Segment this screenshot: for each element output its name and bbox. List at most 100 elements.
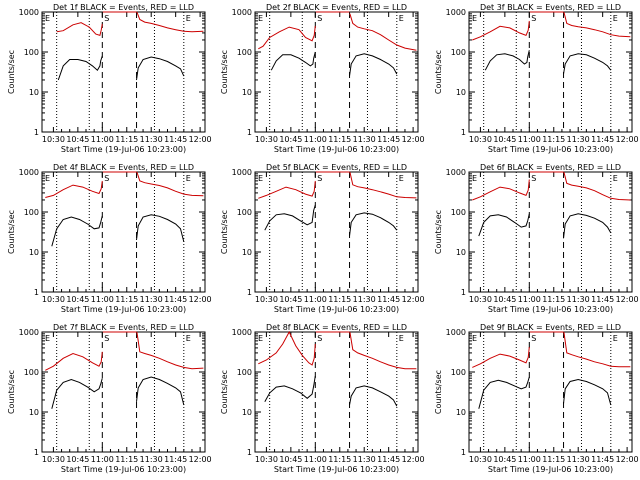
x-tick-label: 11:30 (353, 135, 376, 144)
lld-series-line (258, 330, 316, 366)
x-tick-label: 10:30 (469, 135, 492, 144)
y-tick-label: 100 (24, 48, 39, 57)
axes-frame (254, 11, 419, 133)
events-series-line (563, 53, 612, 75)
y-tick-label: 1000 (446, 328, 466, 337)
events-series-line (57, 55, 103, 81)
marker-e: E (186, 174, 191, 183)
y-tick-label: 100 (237, 48, 252, 57)
y-axis-label: Counts/sec (434, 370, 443, 414)
x-tick-label: 10:30 (469, 295, 492, 304)
x-tick-label: 10:45 (279, 295, 302, 304)
x-tick-label: 11:00 (518, 295, 541, 304)
lld-series-line (472, 347, 530, 368)
y-tick-label: 1 (461, 128, 466, 137)
y-tick-label: 10 (242, 408, 252, 417)
y-tick-label: 1 (34, 288, 39, 297)
x-tick-label: 11:00 (91, 135, 114, 144)
x-tick-label: 12:00 (616, 135, 639, 144)
y-tick-label: 100 (237, 368, 252, 377)
panel-det-6: Det 6f BLACK = Events, RED = LLD 1 10 100 10… (434, 163, 639, 314)
y-tick-label: 1000 (232, 168, 252, 177)
x-tick-label: 11:00 (518, 135, 541, 144)
x-tick-label: 11:15 (328, 295, 351, 304)
lld-series-line (472, 20, 530, 41)
x-tick-label: 10:30 (469, 455, 492, 464)
x-tick-label: 10:30 (42, 455, 65, 464)
lld-series-line (258, 25, 316, 50)
y-tick-label: 10 (456, 408, 466, 417)
x-tick-label: 10:45 (493, 295, 516, 304)
lld-series-line (472, 179, 530, 201)
panel-title: Det 8f BLACK = Events, RED = LLD (266, 323, 407, 332)
x-tick-label: 12:00 (402, 135, 425, 144)
marker-s: S (317, 334, 322, 343)
panel-title: Det 2f BLACK = Events, RED = LLD (266, 3, 407, 12)
y-tick-label: 100 (237, 208, 252, 217)
y-tick-label: 1 (247, 128, 252, 137)
events-series-line (349, 212, 398, 237)
marker-e: E (186, 334, 191, 343)
x-axis-label: Start Time (19-Jul-06 10:23:00) (61, 305, 186, 314)
x-tick-label: 10:30 (255, 295, 278, 304)
marker-e: E (472, 14, 477, 23)
marker-e: E (45, 174, 50, 183)
y-tick-label: 1000 (232, 8, 252, 17)
marker-e: E (399, 334, 404, 343)
x-tick-label: 11:45 (591, 295, 614, 304)
marker-e: E (613, 334, 618, 343)
x-tick-label: 11:30 (353, 295, 376, 304)
lld-series-line (45, 351, 103, 371)
x-tick-label: 11:00 (304, 455, 327, 464)
x-tick-label: 10:45 (279, 455, 302, 464)
events-series-line (484, 50, 530, 71)
panel-title: Det 6f BLACK = Events, RED = LLD (480, 163, 621, 172)
events-series-line (478, 376, 530, 409)
panel-det-3: Det 3f BLACK = Events, RED = LLD 1 10 100 10… (434, 3, 639, 154)
y-tick-label: 1 (34, 448, 39, 457)
x-tick-label: 11:30 (567, 455, 590, 464)
y-tick-label: 1000 (446, 168, 466, 177)
marker-e: E (472, 334, 477, 343)
x-axis-label: Start Time (19-Jul-06 10:23:00) (274, 465, 399, 474)
x-tick-label: 11:30 (140, 135, 163, 144)
lld-series-line (136, 171, 204, 197)
x-tick-label: 11:45 (377, 295, 400, 304)
x-tick-label: 11:00 (91, 455, 114, 464)
panel-det-8: Det 8f BLACK = Events, RED = LLD 1 10 100 10… (220, 323, 425, 474)
x-tick-label: 12:00 (616, 295, 639, 304)
y-tick-label: 100 (24, 368, 39, 377)
x-tick-label: 11:00 (91, 295, 114, 304)
y-tick-label: 10 (29, 248, 39, 257)
marker-s: S (531, 334, 536, 343)
x-tick-label: 12:00 (402, 295, 425, 304)
x-tick-label: 11:15 (115, 455, 138, 464)
x-tick-label: 11:15 (542, 135, 565, 144)
y-tick-label: 100 (451, 48, 466, 57)
y-tick-label: 1000 (19, 8, 39, 17)
panel-title: Det 5f BLACK = Events, RED = LLD (266, 163, 407, 172)
x-tick-label: 12:00 (189, 455, 212, 464)
x-tick-label: 11:00 (304, 135, 327, 144)
marker-e: E (45, 334, 50, 343)
events-series-line (349, 385, 398, 407)
y-tick-label: 1 (247, 448, 252, 457)
panel-det-1: Det 1f BLACK = Events, RED = LLD 1 10 100 10… (7, 3, 212, 154)
panel-title: Det 7f BLACK = Events, RED = LLD (53, 323, 194, 332)
lld-series-line (258, 180, 316, 199)
x-tick-label: 11:15 (542, 455, 565, 464)
x-tick-label: 11:45 (591, 455, 614, 464)
y-tick-label: 1 (461, 448, 466, 457)
x-tick-label: 11:45 (591, 135, 614, 144)
marker-e: E (613, 14, 618, 23)
y-axis-label: Counts/sec (220, 370, 229, 414)
x-tick-label: 11:15 (328, 135, 351, 144)
lld-series-line (136, 11, 204, 33)
y-axis-label: Counts/sec (7, 210, 16, 254)
axes-frame (254, 331, 419, 453)
x-tick-label: 10:30 (255, 135, 278, 144)
y-tick-label: 100 (451, 368, 466, 377)
x-tick-label: 10:30 (42, 135, 65, 144)
x-tick-label: 11:45 (164, 455, 187, 464)
